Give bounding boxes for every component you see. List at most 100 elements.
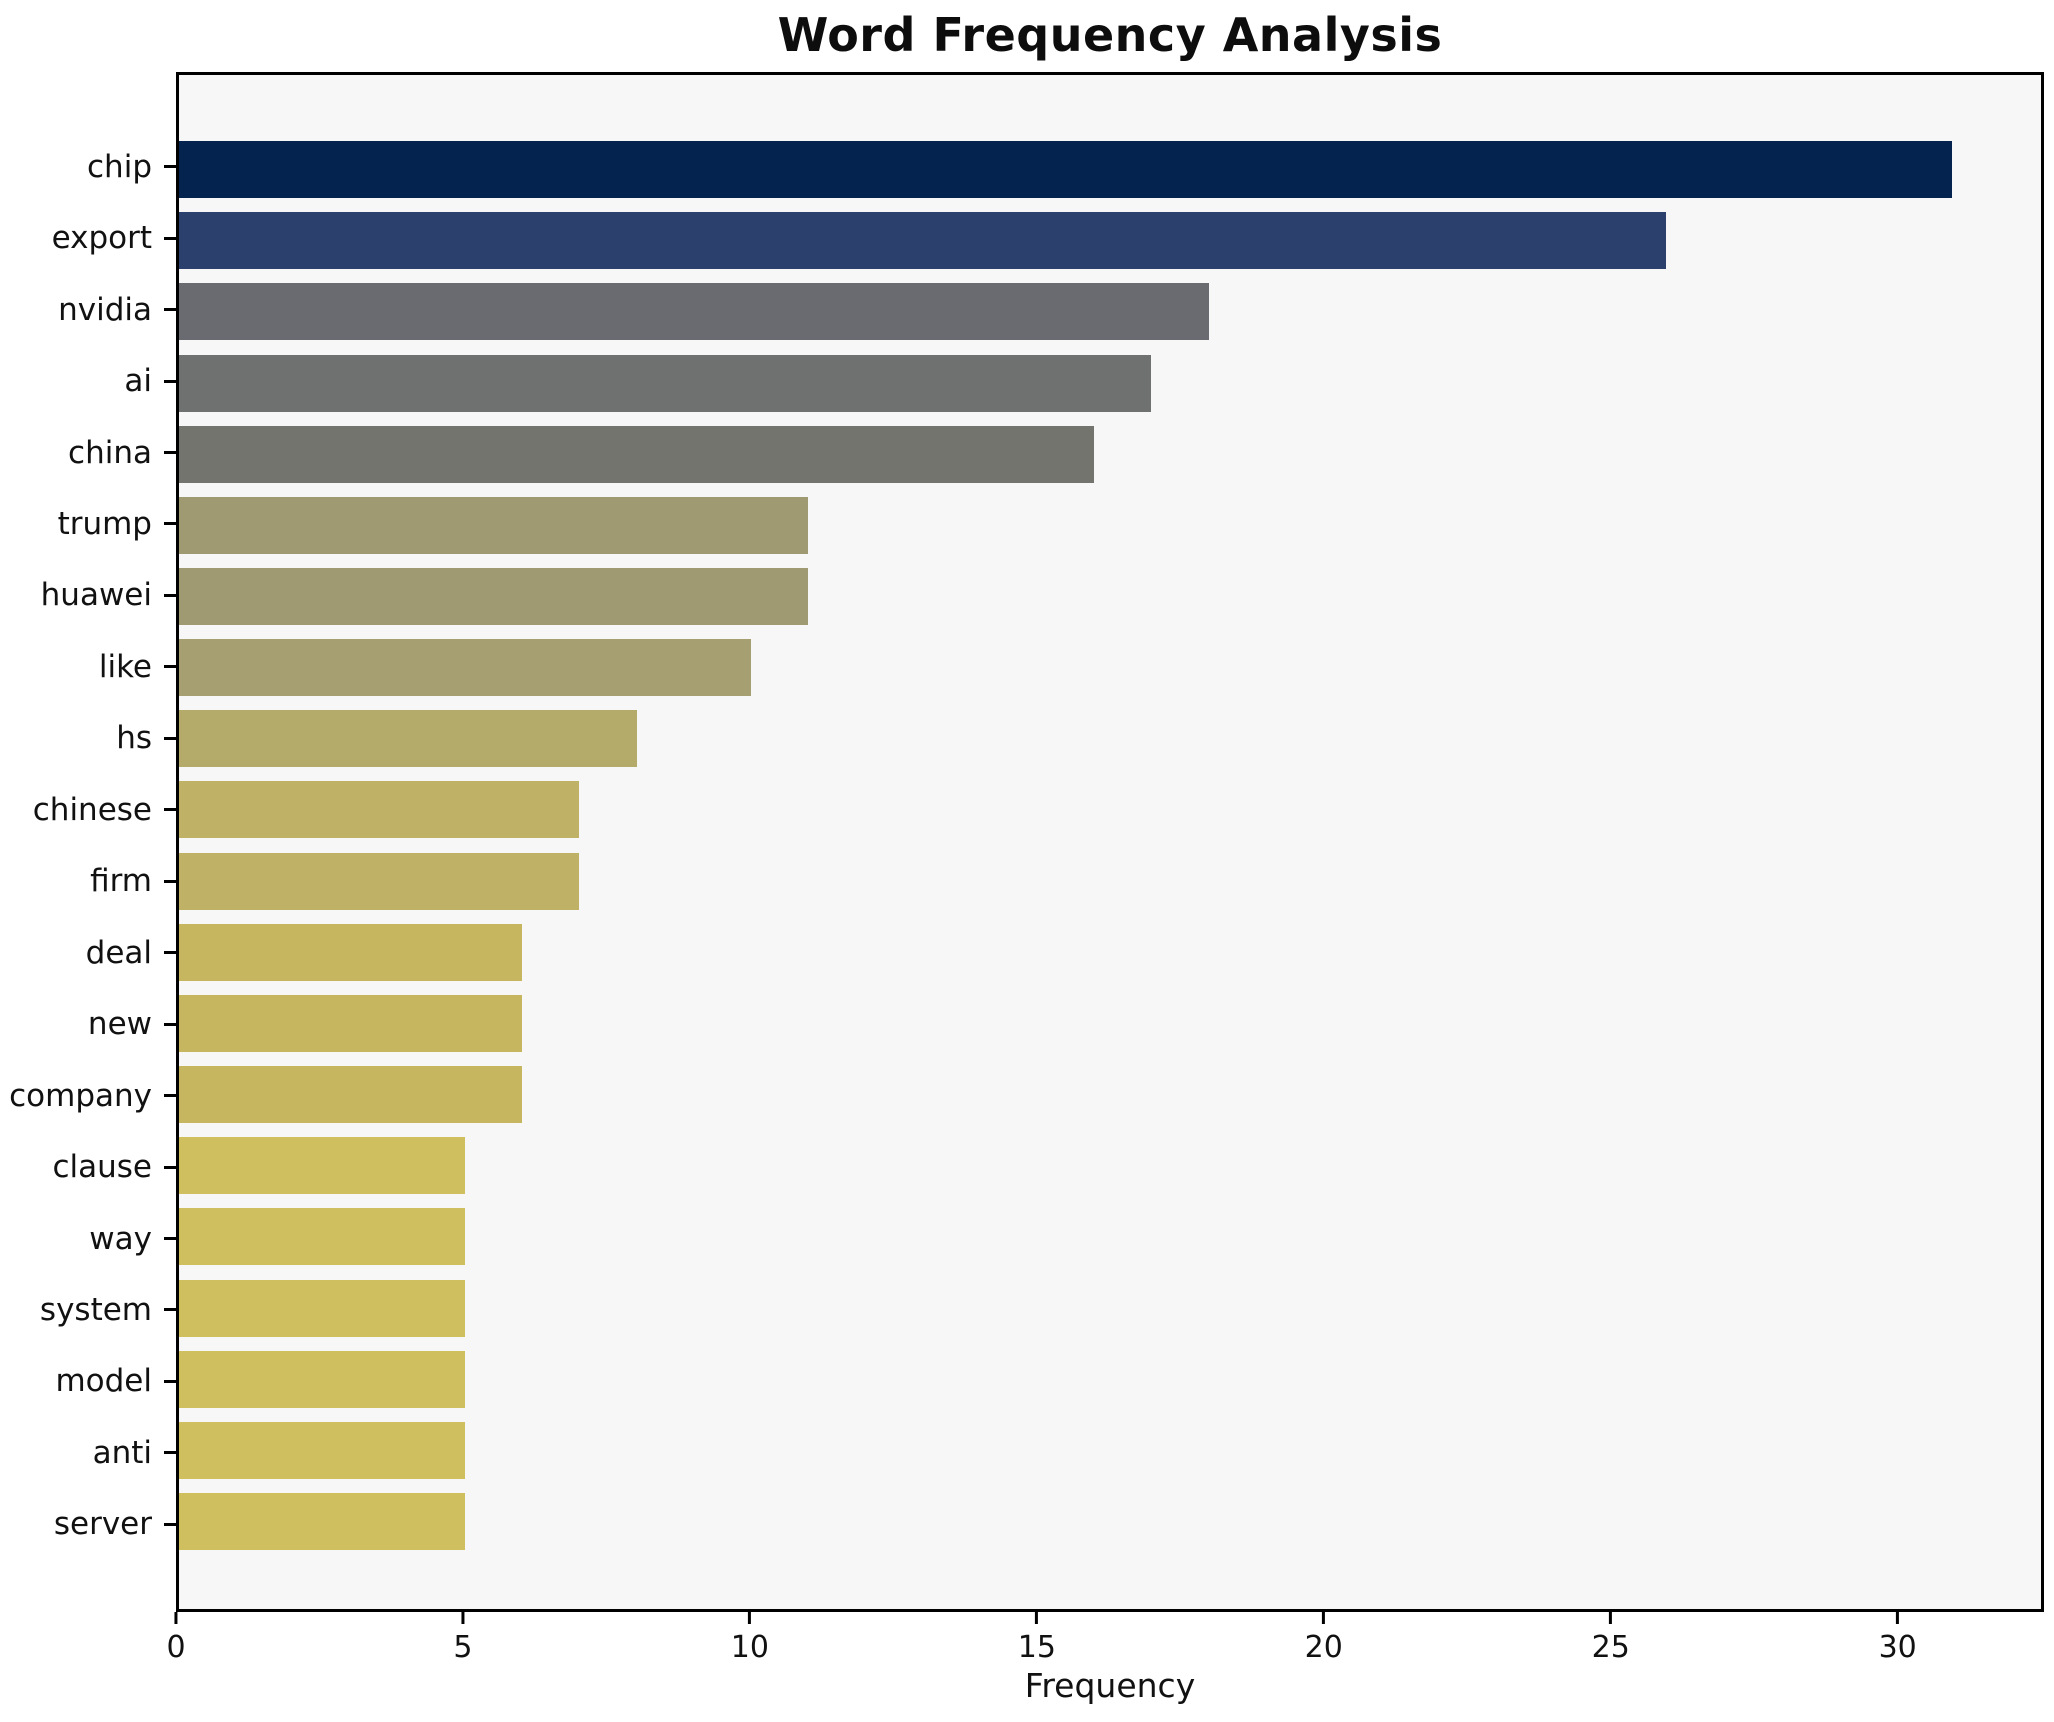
y-tick-label-huawei: huawei bbox=[40, 577, 152, 614]
bar-nvidia bbox=[179, 283, 1209, 341]
bar-row bbox=[179, 205, 2041, 276]
bar-row bbox=[179, 1344, 2041, 1415]
y-label-row: server bbox=[0, 1489, 176, 1560]
y-label-row: like bbox=[0, 631, 176, 702]
bar-server bbox=[179, 1493, 466, 1551]
y-label-row: china bbox=[0, 417, 176, 488]
y-tick-mark bbox=[164, 379, 176, 383]
y-label-row: export bbox=[0, 202, 176, 273]
chart-title: Word Frequency Analysis bbox=[777, 8, 1443, 62]
bar-model bbox=[179, 1350, 466, 1408]
y-tick-mark bbox=[164, 736, 176, 740]
y-tick-mark bbox=[164, 808, 176, 812]
y-label-row: system bbox=[0, 1274, 176, 1345]
y-label-row: anti bbox=[0, 1417, 176, 1488]
x-tick-25: 25 bbox=[1592, 1612, 1630, 1665]
y-tick-label-server: server bbox=[53, 1506, 152, 1543]
x-tick-mark bbox=[748, 1612, 752, 1624]
bar-row bbox=[179, 917, 2041, 988]
x-tick-mark bbox=[1035, 1612, 1039, 1624]
y-tick-label-company: company bbox=[9, 1077, 152, 1114]
x-tick-mark bbox=[1322, 1612, 1326, 1624]
bar-row bbox=[179, 134, 2041, 205]
y-tick-label-china: china bbox=[68, 434, 152, 471]
bar-row bbox=[179, 1059, 2041, 1130]
x-tick-label-0: 0 bbox=[166, 1630, 186, 1665]
y-tick-label-model: model bbox=[55, 1363, 152, 1400]
y-tick-label-ai: ai bbox=[124, 363, 152, 400]
y-label-row: ai bbox=[0, 345, 176, 416]
x-tick-mark bbox=[1896, 1612, 1900, 1624]
bar-deal bbox=[179, 923, 523, 981]
bar-row bbox=[179, 561, 2041, 632]
y-tick-mark bbox=[164, 1308, 176, 1312]
x-tick-mark bbox=[1609, 1612, 1613, 1624]
bar-hs bbox=[179, 710, 637, 768]
y-tick-mark bbox=[164, 1094, 176, 1098]
x-tick-20: 20 bbox=[1305, 1612, 1343, 1665]
bar-trump bbox=[179, 496, 809, 554]
y-tick-label-new: new bbox=[87, 1006, 152, 1043]
bar-firm bbox=[179, 852, 580, 910]
y-tick-mark bbox=[164, 1237, 176, 1241]
bar-export bbox=[179, 212, 1667, 270]
y-tick-label-clause: clause bbox=[52, 1149, 152, 1186]
bar-ai bbox=[179, 354, 1152, 412]
y-tick-mark bbox=[164, 1379, 176, 1383]
x-tick-mark bbox=[461, 1612, 465, 1624]
bar-row bbox=[179, 703, 2041, 774]
bar-row bbox=[179, 1273, 2041, 1344]
y-tick-mark bbox=[164, 951, 176, 955]
y-tick-label-nvidia: nvidia bbox=[58, 291, 152, 328]
y-tick-label-chinese: chinese bbox=[32, 791, 152, 828]
y-label-row: firm bbox=[0, 846, 176, 917]
y-tick-mark bbox=[164, 451, 176, 455]
y-tick-mark bbox=[164, 1451, 176, 1455]
bar-chinese bbox=[179, 781, 580, 839]
bar-like bbox=[179, 639, 752, 697]
y-tick-label-deal: deal bbox=[85, 934, 152, 971]
y-tick-label-anti: anti bbox=[92, 1434, 152, 1471]
y-tick-mark bbox=[164, 879, 176, 883]
x-axis-ticks: 0 5 10 15 20 25 30 bbox=[166, 1612, 2044, 1682]
y-label-row: chip bbox=[0, 131, 176, 202]
y-tick-label-trump: trump bbox=[57, 505, 152, 542]
bar-company bbox=[179, 1066, 523, 1124]
bar-row bbox=[179, 490, 2041, 561]
bar-row bbox=[179, 1130, 2041, 1201]
y-tick-mark bbox=[164, 1165, 176, 1169]
bar-row bbox=[179, 419, 2041, 490]
bar-row bbox=[179, 1486, 2041, 1557]
y-tick-label-hs: hs bbox=[116, 720, 152, 757]
bar-clause bbox=[179, 1137, 466, 1195]
y-label-row: company bbox=[0, 1060, 176, 1131]
bar-anti bbox=[179, 1421, 466, 1479]
x-tick-5: 5 bbox=[453, 1612, 472, 1665]
bar-china bbox=[179, 425, 1095, 483]
y-tick-mark bbox=[164, 665, 176, 669]
y-label-row: clause bbox=[0, 1131, 176, 1202]
y-tick-mark bbox=[164, 1522, 176, 1526]
x-tick-10: 10 bbox=[731, 1612, 769, 1665]
y-label-row: nvidia bbox=[0, 274, 176, 345]
bar-row bbox=[179, 988, 2041, 1059]
y-tick-mark bbox=[164, 593, 176, 597]
y-tick-label-like: like bbox=[98, 648, 152, 685]
y-label-row: new bbox=[0, 988, 176, 1059]
x-tick-label-10: 10 bbox=[730, 1630, 769, 1665]
y-label-row: deal bbox=[0, 917, 176, 988]
x-axis-title: Frequency bbox=[1024, 1666, 1196, 1705]
y-label-row: way bbox=[0, 1203, 176, 1274]
x-tick-label-5: 5 bbox=[453, 1630, 473, 1665]
y-tick-mark bbox=[164, 236, 176, 240]
y-tick-label-firm: firm bbox=[90, 863, 152, 900]
bars-container bbox=[179, 134, 2041, 1557]
y-label-row: huawei bbox=[0, 560, 176, 631]
bar-chip bbox=[179, 141, 1953, 199]
bar-row bbox=[179, 276, 2041, 347]
y-tick-label-system: system bbox=[39, 1291, 152, 1328]
bar-way bbox=[179, 1208, 466, 1266]
x-tick-label-15: 15 bbox=[1017, 1630, 1056, 1665]
x-tick-15: 15 bbox=[1018, 1612, 1056, 1665]
